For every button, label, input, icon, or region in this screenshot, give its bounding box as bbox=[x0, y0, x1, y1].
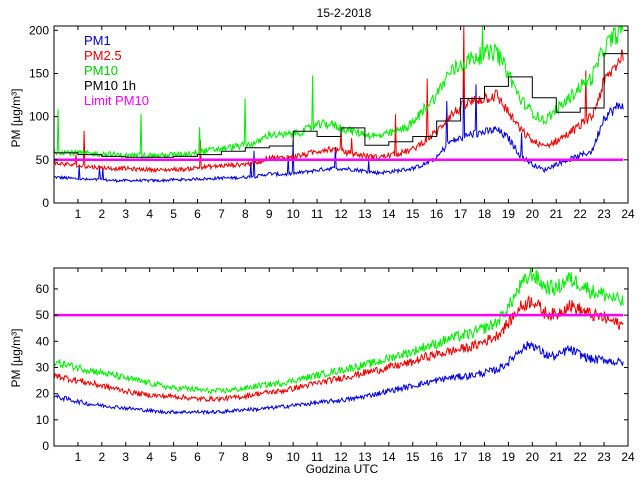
top-xtick-label: 16 bbox=[430, 207, 444, 221]
bottom-xtick-label: 6 bbox=[194, 450, 201, 464]
legend-entry-limit-pm10: Limit PM10 bbox=[84, 93, 149, 108]
top-xtick-label: 21 bbox=[550, 207, 564, 221]
top-xtick-label: 3 bbox=[122, 207, 129, 221]
top-ytick-label: 0 bbox=[42, 196, 49, 210]
bottom-xtick-label: 5 bbox=[170, 450, 177, 464]
top-xtick-label: 14 bbox=[382, 207, 396, 221]
top-xtick-label: 4 bbox=[146, 207, 153, 221]
top-xtick-label: 7 bbox=[218, 207, 225, 221]
bottom-xtick-label: 16 bbox=[430, 450, 444, 464]
bottom-xtick-label: 12 bbox=[334, 450, 348, 464]
top-ytick-label: 200 bbox=[29, 23, 49, 37]
legend-entry-pm25: PM2.5 bbox=[84, 48, 122, 63]
top-chart-legend: PM1 PM2.5 PM10 PM10 1h Limit PM10 bbox=[84, 33, 149, 108]
bottom-xtick-label: 23 bbox=[597, 450, 611, 464]
bottom-xtick-label: 22 bbox=[573, 450, 587, 464]
bottom-chart: PM [µg/m³] Godzina UTC 1 2 3 4 5 6 7 8 9 10 11 12 13… bbox=[9, 267, 635, 476]
top-chart-title: 15-2-2018 bbox=[317, 6, 372, 20]
top-xtick-label: 24 bbox=[621, 207, 635, 221]
top-series-pm2-5 bbox=[53, 25, 624, 174]
bottom-xtick-label: 14 bbox=[382, 450, 396, 464]
top-xtick-label: 19 bbox=[502, 207, 516, 221]
bottom-ytick-label: 50 bbox=[36, 308, 50, 322]
top-xtick-label: 20 bbox=[526, 207, 540, 221]
top-series-pm10-1h bbox=[54, 53, 628, 158]
top-xtick-label: 18 bbox=[478, 207, 492, 221]
bottom-xtick-label: 15 bbox=[406, 450, 420, 464]
bottom-xtick-label: 3 bbox=[122, 450, 129, 464]
top-ytick-label: 50 bbox=[36, 153, 50, 167]
bottom-xtick-label: 20 bbox=[526, 450, 540, 464]
top-xtick-label: 12 bbox=[334, 207, 348, 221]
bottom-chart-ylabel: PM [µg/m³] bbox=[9, 329, 23, 388]
bottom-ytick-label: 60 bbox=[36, 282, 50, 296]
bottom-xtick-label: 10 bbox=[286, 450, 300, 464]
top-plot-area: 1 2 3 4 5 6 7 8 9 10 11 12 13 14 15 16 17 18 19 20 21 22 23 240… bbox=[29, 23, 635, 221]
bottom-series-pm1 bbox=[53, 341, 624, 416]
legend-entry-pm10-1h: PM10 1h bbox=[84, 78, 136, 93]
top-chart-ylabel: PM [µg/m³] bbox=[9, 89, 23, 148]
top-chart: 15-2-2018 PM [µg/m³] 1 2 3 4 5 6 7 8 9 10 11 12 13 14… bbox=[9, 6, 635, 221]
top-xtick-label: 2 bbox=[98, 207, 105, 221]
bottom-ytick-label: 10 bbox=[36, 413, 50, 427]
top-xtick-label: 23 bbox=[597, 207, 611, 221]
bottom-series-pm10 bbox=[53, 268, 624, 396]
top-ytick-label: 100 bbox=[29, 110, 49, 124]
bottom-xtick-label: 4 bbox=[146, 450, 153, 464]
top-ytick-label: 150 bbox=[29, 66, 49, 80]
bottom-ytick-label: 0 bbox=[42, 439, 49, 453]
bottom-xtick-label: 17 bbox=[454, 450, 468, 464]
bottom-plot-area: 1 2 3 4 5 6 7 8 9 10 11 12 13 14 15 16 17 18 19 20 21 22 23 240… bbox=[36, 267, 635, 464]
bottom-xtick-label: 2 bbox=[98, 450, 105, 464]
bottom-xtick-label: 13 bbox=[358, 450, 372, 464]
top-xtick-label: 13 bbox=[358, 207, 372, 221]
bottom-xtick-label: 1 bbox=[75, 450, 82, 464]
bottom-xtick-label: 9 bbox=[266, 450, 273, 464]
bottom-xtick-label: 7 bbox=[218, 450, 225, 464]
top-xtick-label: 11 bbox=[311, 207, 324, 221]
top-xtick-label: 1 bbox=[75, 207, 82, 221]
top-xtick-label: 5 bbox=[170, 207, 177, 221]
bottom-axes-frame bbox=[53, 267, 629, 447]
bottom-ytick-label: 20 bbox=[36, 387, 50, 401]
top-xtick-label: 9 bbox=[266, 207, 273, 221]
top-series-pm1 bbox=[53, 70, 624, 184]
top-xtick-label: 22 bbox=[573, 207, 587, 221]
bottom-xtick-label: 24 bbox=[621, 450, 635, 464]
top-xtick-label: 6 bbox=[194, 207, 201, 221]
bottom-xtick-label: 19 bbox=[502, 450, 516, 464]
top-xtick-label: 17 bbox=[454, 207, 468, 221]
bottom-xtick-label: 8 bbox=[242, 450, 249, 464]
bottom-chart-xlabel: Godzina UTC bbox=[306, 462, 379, 476]
legend-entry-pm10: PM10 bbox=[84, 63, 118, 78]
bottom-xtick-label: 18 bbox=[478, 450, 492, 464]
bottom-ytick-label: 40 bbox=[36, 334, 50, 348]
bottom-xtick-label: 11 bbox=[311, 450, 324, 464]
top-xtick-label: 10 bbox=[286, 207, 300, 221]
bottom-ytick-label: 30 bbox=[36, 360, 50, 374]
bottom-series-pm2-5 bbox=[53, 294, 624, 403]
legend-entry-pm1: PM1 bbox=[84, 33, 111, 48]
top-axes-frame bbox=[53, 25, 629, 204]
top-xtick-label: 8 bbox=[242, 207, 249, 221]
bottom-xtick-label: 21 bbox=[550, 450, 564, 464]
top-xtick-label: 15 bbox=[406, 207, 420, 221]
